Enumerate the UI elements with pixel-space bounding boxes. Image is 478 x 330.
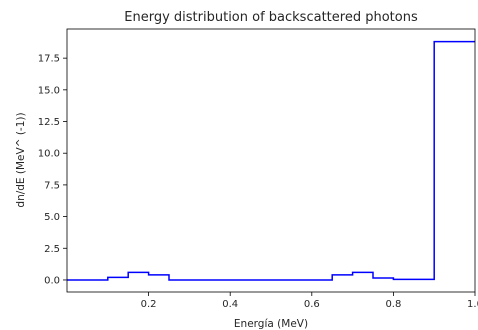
y-axis: 0.0 2.5 5.0 7.5 10.0 12.5 15.0 17.5: [38, 54, 67, 286]
x-axis-label: Energía (MeV): [234, 318, 308, 330]
y-tick-label: 5.0: [44, 212, 60, 223]
series-line-0: [67, 40, 475, 281]
x-tick-label: 0.4: [222, 299, 238, 310]
x-tick-label: 0.6: [304, 299, 320, 310]
y-tick-label: 2.5: [44, 244, 60, 255]
y-tick-label: 10.0: [38, 149, 60, 160]
y-tick-label: 0.0: [44, 275, 60, 286]
x-tick-label: 1.0: [467, 299, 478, 310]
x-tick-label: 0.2: [141, 299, 157, 310]
axes-frame: [66, 28, 476, 293]
x-tick-label: 0.8: [385, 299, 401, 310]
y-tick-label: 15.0: [38, 85, 60, 96]
y-tick-label: 12.5: [38, 117, 60, 128]
y-axis-label: dn/dE (MeV^ (-1)): [15, 112, 27, 207]
y-tick-label: 17.5: [38, 54, 60, 65]
chart-title: Energy distribution of backscattered pho…: [124, 10, 418, 25]
x-axis: 0.2 0.4 0.6 0.8 1.0: [141, 292, 478, 310]
y-tick-label: 7.5: [44, 180, 60, 191]
plot-area: [66, 28, 476, 293]
